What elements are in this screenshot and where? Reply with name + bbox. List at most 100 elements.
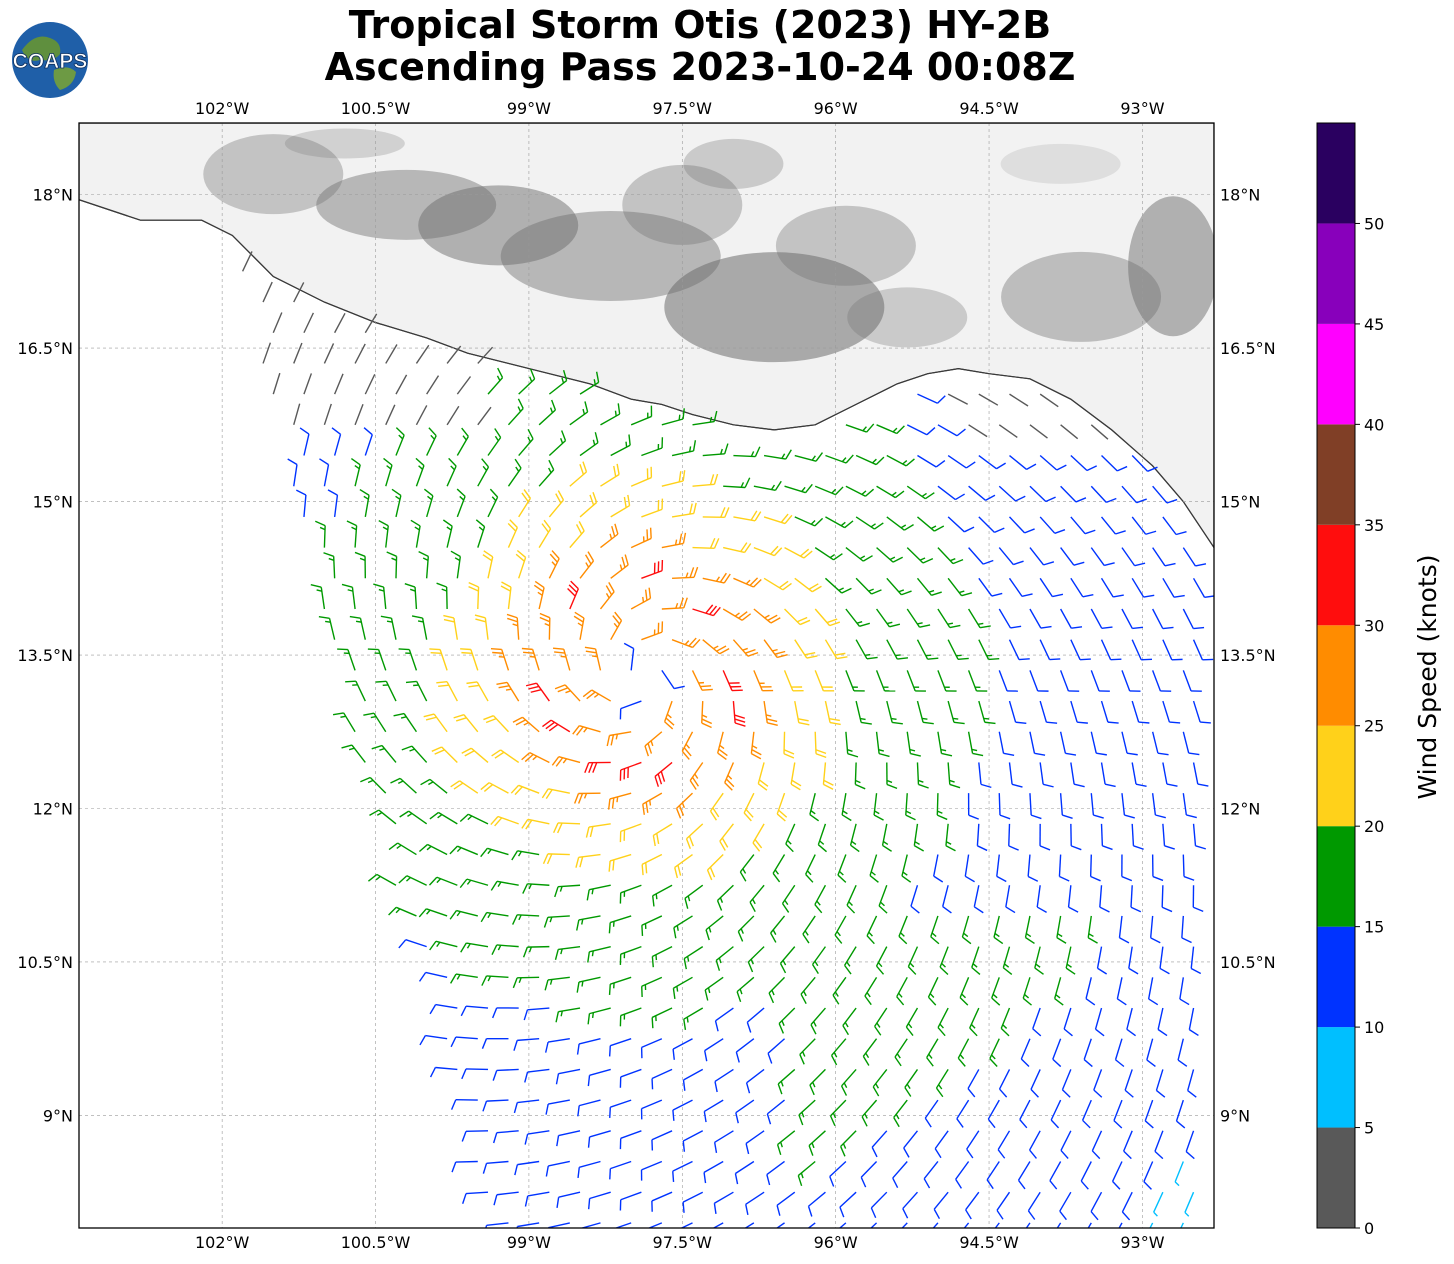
- wind-barb: [937, 608, 961, 629]
- wind-barb: [986, 1161, 1000, 1190]
- wind-barb: [1054, 977, 1064, 1006]
- wind-barb: [642, 792, 663, 815]
- wind-barb: [861, 1099, 878, 1127]
- wind-barb: [487, 367, 504, 395]
- wind-barb: [388, 842, 417, 856]
- wind-barb: [582, 689, 612, 702]
- wind-barb: [947, 577, 973, 597]
- wind-barb: [1151, 854, 1164, 882]
- wind-barb: [600, 403, 621, 426]
- lat-tick-left: 9°N: [43, 1106, 73, 1125]
- wind-barb: [619, 1068, 642, 1088]
- wind-barb: [681, 731, 694, 760]
- wind-barb: [713, 1130, 734, 1154]
- wind-barb: [450, 1036, 478, 1048]
- wind-barb: [713, 1191, 734, 1215]
- wind-barb: [477, 458, 490, 487]
- wind-barb: [429, 940, 458, 951]
- wind-barb: [1123, 1130, 1133, 1160]
- wind-barb: [1100, 823, 1113, 851]
- wind-barb: [554, 684, 581, 702]
- wind-barb: [485, 1222, 509, 1228]
- wind-barb: [383, 457, 393, 487]
- wind-barb: [906, 424, 936, 436]
- wind-barb: [924, 1099, 939, 1128]
- wind-barb: [610, 494, 631, 518]
- wind-barb: [513, 1038, 540, 1051]
- wind-barb: [630, 466, 653, 487]
- wind-barb: [461, 1068, 489, 1080]
- wind-barb: [933, 1191, 949, 1219]
- wind-barb: [745, 1130, 765, 1155]
- wind-barb: [1146, 1038, 1156, 1067]
- map-frame: [78, 122, 1215, 1229]
- wind-barb: [552, 822, 581, 834]
- wind-barb: [1008, 823, 1019, 851]
- wind-barb: [967, 670, 988, 692]
- wind-barb: [544, 1038, 570, 1053]
- wind-barb: [871, 1130, 888, 1158]
- wind-barb: [1121, 793, 1135, 819]
- colorbar-bin: [1317, 826, 1355, 927]
- wind-barb: [875, 731, 890, 758]
- wind-barb: [874, 1007, 888, 1036]
- colorbar-tick-label: 10: [1364, 1018, 1384, 1037]
- wind-barb: [587, 1007, 611, 1025]
- wind-barb: [1060, 547, 1085, 566]
- wind-barb: [998, 670, 1018, 692]
- wind-barb: [1034, 946, 1044, 975]
- wind-barb: [641, 437, 664, 457]
- wind-barb: [619, 823, 642, 843]
- wind-barb: [584, 761, 611, 773]
- wind-barb: [548, 430, 567, 457]
- wind-barb: [314, 520, 326, 548]
- wind-barb: [714, 1007, 734, 1032]
- wind-barb: [829, 1160, 847, 1187]
- wind-barb: [905, 793, 916, 821]
- wind-barb: [456, 376, 472, 395]
- wind-barb: [772, 854, 786, 883]
- wind-barb: [716, 884, 734, 911]
- wind-barb: [641, 559, 664, 579]
- terrain-blob: [418, 185, 579, 266]
- wind-barb: [1061, 1069, 1072, 1098]
- wind-barb: [1093, 1069, 1103, 1098]
- wind-barb: [1162, 762, 1178, 787]
- wind-barb: [390, 777, 417, 794]
- wind-barb: [1100, 577, 1124, 598]
- wind-barb: [684, 884, 704, 909]
- wind-barb: [917, 393, 946, 404]
- wind-barb: [510, 784, 540, 796]
- wind-barb: [468, 582, 480, 610]
- terrain-shading: [79, 128, 1214, 548]
- wind-barb: [692, 410, 718, 426]
- wind-barb: [651, 946, 673, 968]
- wind-barb: [735, 1099, 755, 1124]
- wind-barb: [873, 793, 884, 821]
- wind-barb: [1029, 793, 1042, 820]
- coastline: [79, 199, 1214, 548]
- wind-barb: [652, 884, 673, 907]
- wind-barb: [587, 945, 611, 963]
- wind-barb: [967, 731, 984, 757]
- wind-barb: [886, 762, 898, 790]
- wind-barb: [524, 1130, 550, 1145]
- wind-barb: [545, 1160, 570, 1177]
- wind-barb: [916, 639, 939, 660]
- wind-barb: [1121, 547, 1146, 567]
- lat-tick-right: 15°N: [1220, 493, 1260, 512]
- wind-barb: [722, 608, 752, 621]
- wind-barb: [608, 915, 632, 934]
- wind-barb: [854, 762, 866, 790]
- lat-tick-left: 16.5°N: [17, 339, 73, 358]
- wind-barb: [937, 547, 964, 565]
- wind-barb: [872, 1068, 888, 1097]
- wind-barb: [923, 1161, 939, 1189]
- wind-barb: [1180, 1222, 1184, 1228]
- wind-barb: [456, 488, 466, 518]
- wind-barb: [814, 608, 841, 627]
- wind-barb: [746, 1007, 765, 1033]
- wind-barb: [525, 682, 550, 702]
- wind-barb: [978, 454, 1006, 470]
- wind-barb: [994, 1222, 1000, 1228]
